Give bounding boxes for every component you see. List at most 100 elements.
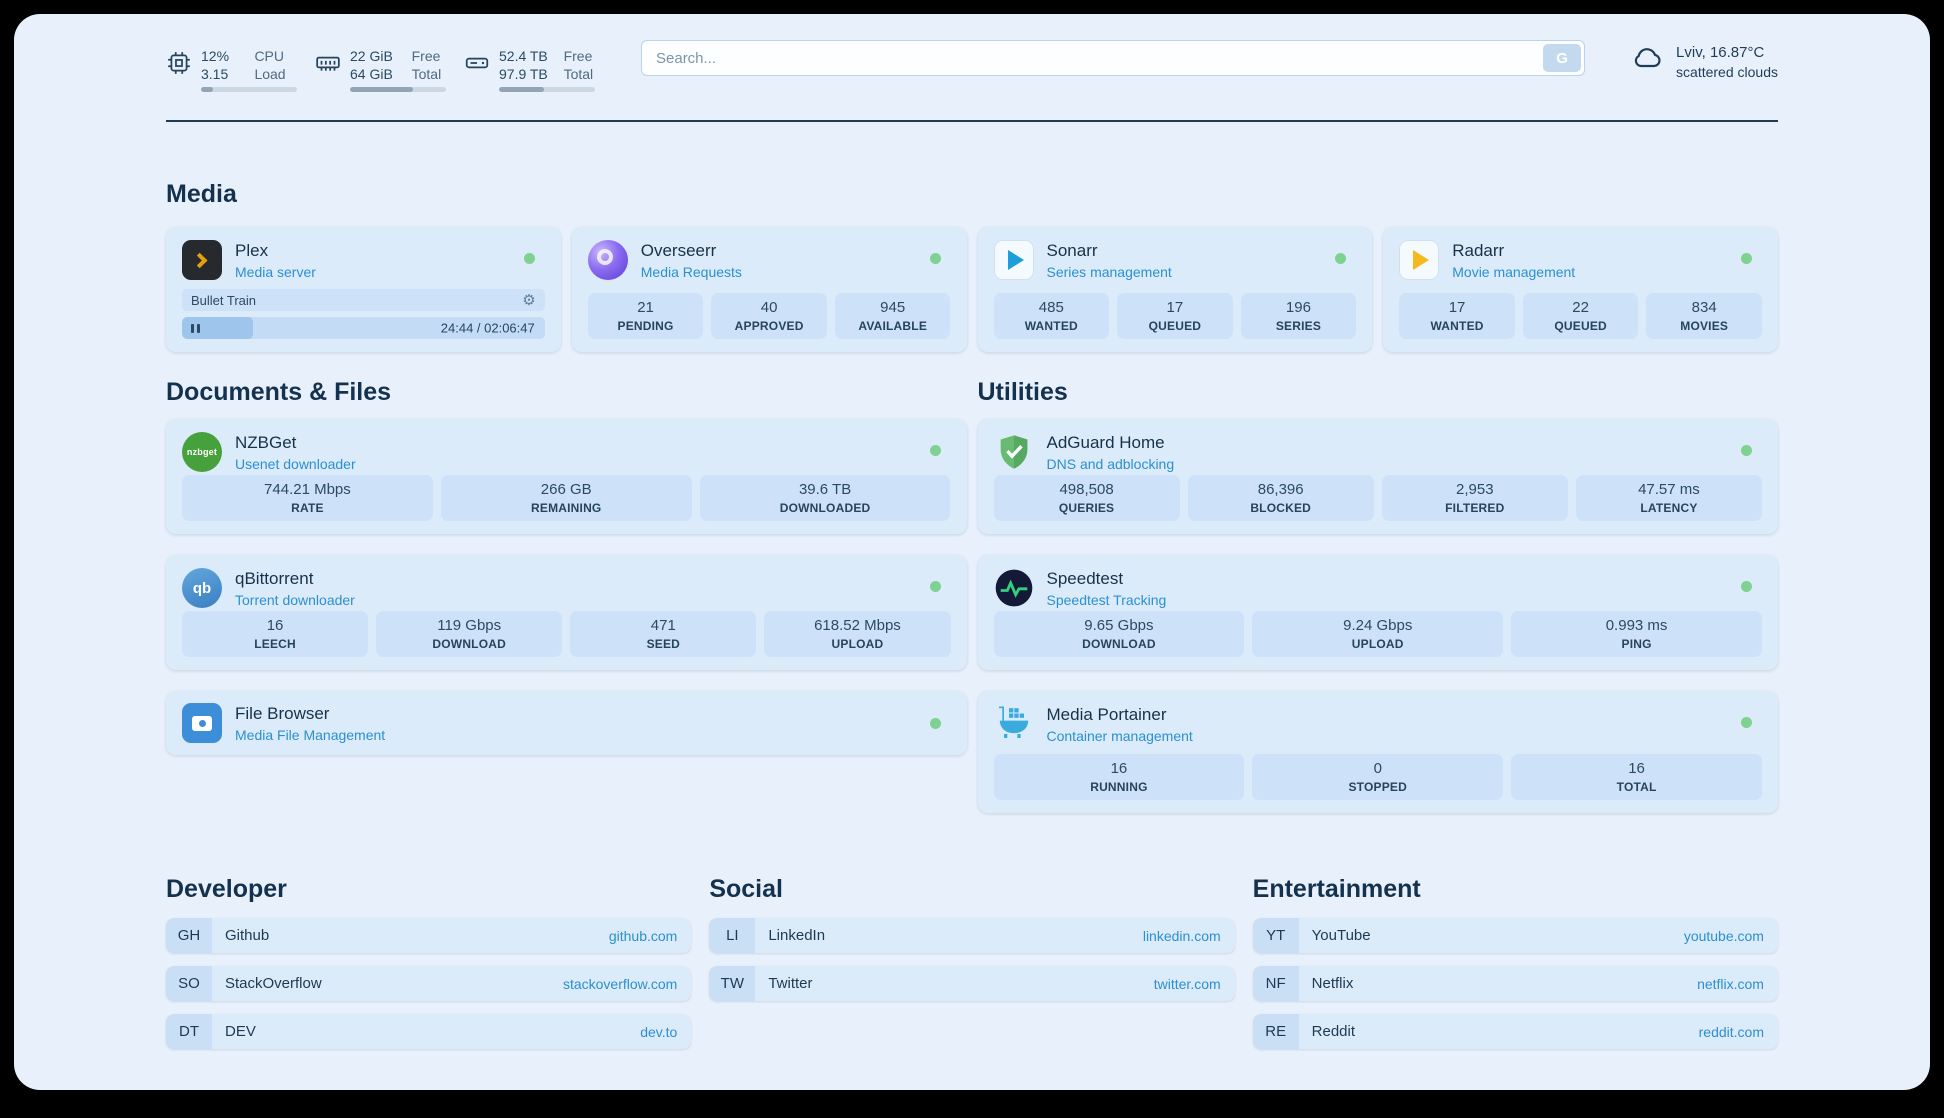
bookmark-reddit[interactable]: RE Reddit reddit.com xyxy=(1252,1014,1778,1049)
status-dot xyxy=(1335,253,1347,264)
bookmark-name: Twitter xyxy=(768,975,813,992)
ram-free-value: 22 GiB xyxy=(350,48,393,64)
nzbget-icon: nzbget xyxy=(182,432,222,472)
cpu-widget: 12% CPU 3.15 Load xyxy=(166,48,297,92)
bookmark-linkedin[interactable]: LI LinkedIn linkedin.com xyxy=(709,918,1235,953)
bookmark-group-developer: Developer GH Github github.com SO StackO… xyxy=(166,875,692,1062)
bookmark-url[interactable]: stackoverflow.com xyxy=(562,975,678,992)
card-header: Plex Media server xyxy=(182,240,545,280)
radarr-icon xyxy=(1399,240,1440,280)
playback-progress-fill xyxy=(182,317,253,339)
stat-box-upload: 9.24 Gbps UPLOAD xyxy=(1252,611,1504,657)
service-name: NZBGet xyxy=(235,432,297,452)
status-dot xyxy=(1741,717,1752,728)
bookmark-url[interactable]: twitter.com xyxy=(1153,975,1221,992)
stat-value: 47.57 ms xyxy=(1638,481,1700,498)
search-input[interactable] xyxy=(641,40,1586,76)
stat-value: 196 xyxy=(1285,299,1311,316)
speedtest-pulse-icon xyxy=(994,568,1034,608)
card-header: Overseerr Media Requests xyxy=(587,240,951,280)
stat-value: 0 xyxy=(1373,760,1382,777)
bookmark-abbr: TW xyxy=(709,966,756,1001)
status-dot xyxy=(1741,581,1752,592)
stats-row: 9.65 Gbps DOWNLOAD 9.24 Gbps UPLOAD 0.99… xyxy=(993,611,1763,657)
service-subtitle: Media server xyxy=(235,263,316,280)
ram-label-bottom: Total xyxy=(411,66,442,82)
bookmark-url[interactable]: linkedin.com xyxy=(1142,927,1221,944)
service-subtitle: Speedtest Tracking xyxy=(1046,591,1167,608)
now-playing-title: Bullet Train xyxy=(191,292,257,308)
stat-box-blocked: 86,396 BLOCKED xyxy=(1187,475,1374,521)
bookmark-dev[interactable]: DT DEV dev.to xyxy=(166,1014,692,1049)
pause-icon[interactable] xyxy=(191,323,200,333)
media-card-grid: Plex Media server Bullet Train ⚙ 24:44 /… xyxy=(166,227,1778,352)
stat-value: 834 xyxy=(1691,299,1717,316)
filebrowser-icon xyxy=(182,703,222,743)
stat-box-queries: 498,508 QUERIES xyxy=(993,475,1180,521)
service-subtitle: Movie management xyxy=(1452,263,1576,280)
stat-label: PING xyxy=(1621,637,1652,651)
weather-condition: scattered clouds xyxy=(1676,64,1778,80)
bookmark-url[interactable]: netflix.com xyxy=(1697,975,1764,992)
overseerr-icon xyxy=(587,240,628,280)
cpu-chip-icon xyxy=(166,50,192,92)
stat-value: 17 xyxy=(1448,299,1466,316)
bookmark-abbr: DT xyxy=(166,1014,212,1049)
bookmark-url[interactable]: github.com xyxy=(608,927,678,944)
service-card-radarr[interactable]: Radarr Movie management 17 WANTED 22 QUE… xyxy=(1383,227,1778,352)
stat-label: AVAILABLE xyxy=(858,319,928,333)
service-subtitle: Media File Management xyxy=(235,726,386,743)
stats-row: 21 PENDING 40 APPROVED 945 AVAILABLE xyxy=(587,293,951,339)
stat-label: LATENCY xyxy=(1640,501,1698,515)
stat-label: QUEUED xyxy=(1554,319,1607,333)
stat-box-upload: 618.52 Mbps UPLOAD xyxy=(764,611,951,657)
service-card-adguard[interactable]: AdGuard Home DNS and adblocking 498,508 … xyxy=(977,419,1778,534)
stat-box-downloaded: 39.6 TB DOWNLOADED xyxy=(699,475,951,521)
search-provider-button[interactable]: G xyxy=(1543,44,1582,72)
stat-box-leech: 16 LEECH xyxy=(182,611,369,657)
stat-value: 266 GB xyxy=(540,481,592,498)
bookmark-github[interactable]: GH Github github.com xyxy=(166,918,692,953)
service-card-sonarr[interactable]: Sonarr Series management 485 WANTED 17 Q… xyxy=(977,227,1373,352)
service-subtitle: Usenet downloader xyxy=(235,455,356,472)
stat-label: WANTED xyxy=(1430,319,1484,333)
bookmark-url[interactable]: dev.to xyxy=(640,1023,678,1040)
service-card-qbittorrent[interactable]: qb qBittorrent Torrent downloader 16 LEE… xyxy=(166,555,967,670)
stat-value: 21 xyxy=(637,299,654,316)
section-title-social: Social xyxy=(709,875,783,903)
stat-value: 16 xyxy=(1628,760,1645,777)
disk-widget: 52.4 TB Free 97.9 TB Total xyxy=(464,48,595,92)
stat-label: STOPPED xyxy=(1348,780,1407,794)
status-dot xyxy=(523,253,535,264)
service-card-speedtest[interactable]: Speedtest Speedtest Tracking 9.65 Gbps D… xyxy=(977,555,1778,670)
stat-value: 945 xyxy=(880,299,906,316)
service-card-portainer[interactable]: Media Portainer Container management 16 … xyxy=(977,691,1778,813)
service-card-plex[interactable]: Plex Media server Bullet Train ⚙ 24:44 /… xyxy=(166,227,561,352)
service-card-filebrowser[interactable]: File Browser Media File Management xyxy=(166,691,967,755)
gear-icon[interactable]: ⚙ xyxy=(522,291,536,309)
stat-box-remaining: 266 GB REMAINING xyxy=(440,475,692,521)
bookmark-name: Github xyxy=(225,927,270,944)
bookmark-netflix[interactable]: NF Netflix netflix.com xyxy=(1252,966,1778,1001)
service-card-nzbget[interactable]: nzbget NZBGet Usenet downloader 744.21 M… xyxy=(166,419,967,534)
bookmark-twitter[interactable]: TW Twitter twitter.com xyxy=(709,966,1235,1001)
portainer-whale-icon xyxy=(994,704,1034,744)
bookmark-url[interactable]: youtube.com xyxy=(1683,927,1764,944)
stat-label: PENDING xyxy=(617,319,674,333)
stats-row: 744.21 Mbps RATE 266 GB REMAINING 39.6 T… xyxy=(182,475,951,521)
stat-label: RUNNING xyxy=(1090,780,1148,794)
bookmark-url[interactable]: reddit.com xyxy=(1698,1023,1764,1040)
bookmark-youtube[interactable]: YT YouTube youtube.com xyxy=(1252,918,1778,953)
service-card-overseerr[interactable]: Overseerr Media Requests 21 PENDING 40 A… xyxy=(571,227,967,352)
stats-row: 16 LEECH 119 Gbps DOWNLOAD 471 SEED 618.… xyxy=(182,611,951,657)
weather-widget: Lviv, 16.87°C scattered clouds xyxy=(1631,44,1778,80)
bookmark-stackoverflow[interactable]: SO StackOverflow stackoverflow.com xyxy=(166,966,692,1001)
section-title-entertainment: Entertainment xyxy=(1252,875,1421,903)
disk-label-bottom: Total xyxy=(563,66,594,82)
stat-box-seed: 471 SEED xyxy=(570,611,757,657)
status-dot xyxy=(1741,253,1752,264)
service-subtitle: Container management xyxy=(1046,727,1193,744)
stat-value: 498,508 xyxy=(1059,481,1114,498)
stat-box-running: 16 RUNNING xyxy=(993,754,1245,800)
stat-box-total: 16 TOTAL xyxy=(1511,754,1762,800)
